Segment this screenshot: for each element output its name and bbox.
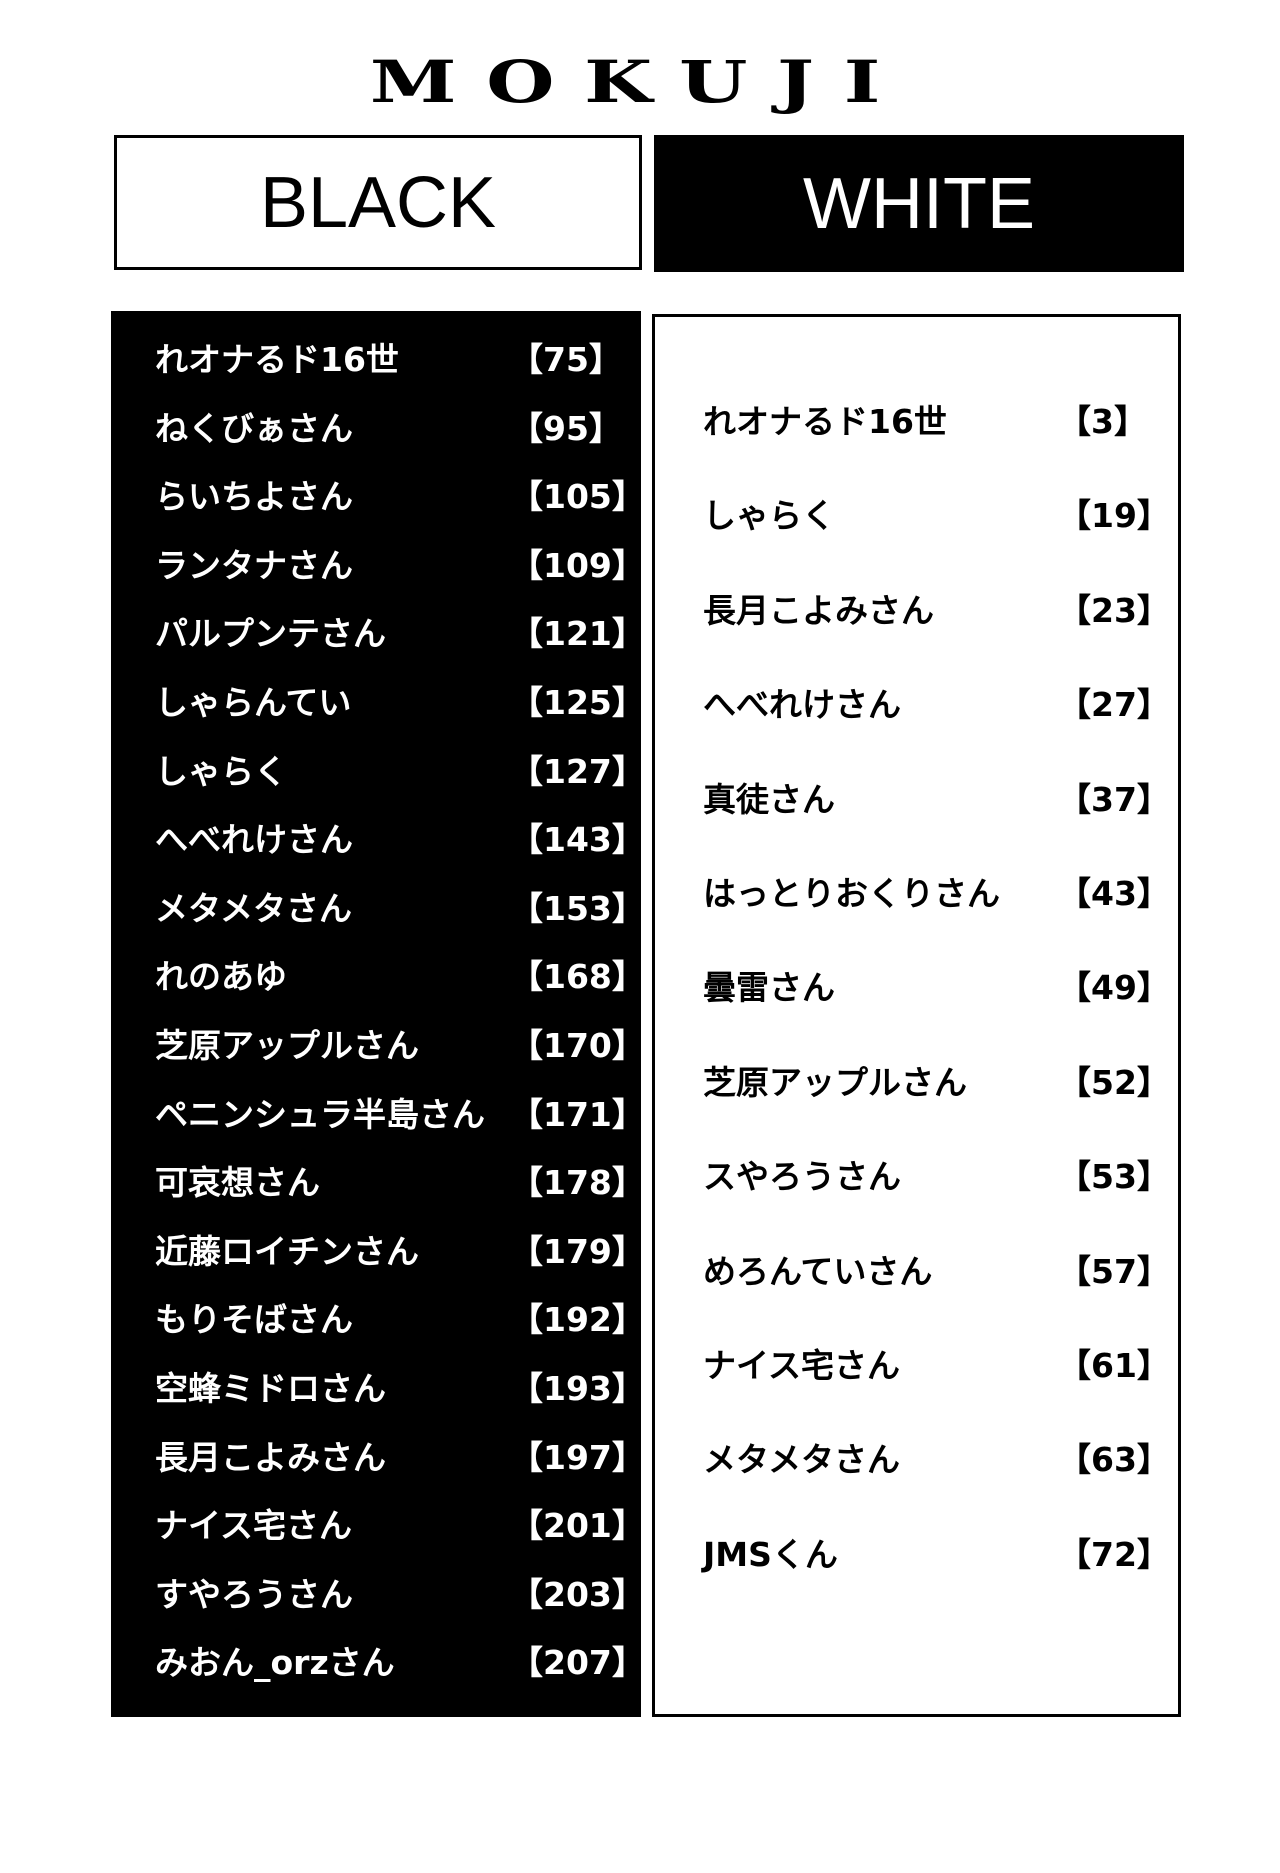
entry-name: らいちよさん (155, 477, 353, 517)
entry-name: へべれけさん (703, 685, 901, 725)
entry-page: 【197】 (510, 1437, 645, 1477)
entry-name: はっとりおくりさん (703, 874, 1000, 913)
title: MOKUJI (369, 48, 911, 116)
entry-name: もりそばさん (155, 1300, 353, 1340)
entry-name: 真徒さん (703, 779, 835, 819)
entry-page: 【75】 (510, 340, 622, 379)
entry-name: メタメタさん (155, 888, 353, 928)
entry-page: 【61】 (1058, 1346, 1170, 1385)
entry-page: 【125】 (510, 683, 645, 722)
entry-page: 【179】 (510, 1231, 645, 1271)
entry-name: ねくびぁさん (155, 408, 353, 448)
entry-name: へべれけさん (155, 820, 353, 860)
entry-page: 【23】 (1058, 590, 1170, 630)
entry-name: 近藤ロイチンさん (155, 1231, 419, 1271)
entry-page: 【207】 (510, 1643, 645, 1683)
entry-page: 【72】 (1058, 1534, 1170, 1574)
entry-name: ペニンシュラ半島さん (155, 1094, 485, 1134)
entry-page: 【37】 (1058, 779, 1170, 819)
entry-page: 【49】 (1058, 968, 1170, 1008)
entry-name: 芝原アップルさん (703, 1062, 967, 1102)
entry-page: 【127】 (510, 751, 645, 791)
entry-name: 空蜂ミドロさん (155, 1369, 386, 1408)
entry-page: 【53】 (1058, 1157, 1170, 1197)
entry-page: 【170】 (510, 1026, 645, 1065)
entry-name: パルプンテさん (155, 614, 386, 654)
entry-page: 【109】 (510, 545, 645, 585)
entry-page: 【192】 (510, 1300, 645, 1340)
entry-name: ナイス宅さん (703, 1346, 901, 1385)
entry-name: ランタナさん (155, 545, 353, 585)
white-panel (652, 314, 1181, 1717)
entry-page: 【178】 (510, 1163, 645, 1203)
entry-page: 【121】 (510, 614, 645, 654)
entry-name: 可哀想さん (155, 1163, 320, 1203)
entry-page: 【52】 (1058, 1062, 1170, 1102)
entry-name: しゃらんてい (155, 683, 352, 722)
entry-name: スやろうさん (703, 1157, 901, 1197)
entry-page: 【57】 (1058, 1251, 1170, 1291)
entry-name: 曇雷さん (703, 968, 835, 1008)
entry-name: れオナるド16世 (155, 340, 399, 379)
entry-name: 長月こよみさん (703, 590, 934, 630)
entry-name: みおん_orzさん (155, 1643, 395, 1683)
entry-name: れオナるド16世 (703, 402, 947, 441)
entry-name: しゃらく (703, 496, 835, 536)
entry-page: 【171】 (510, 1094, 645, 1134)
entry-name: めろんていさん (703, 1251, 933, 1291)
entry-name: 長月こよみさん (155, 1437, 386, 1477)
entry-page: 【63】 (1058, 1440, 1170, 1480)
entry-page: 【19】 (1058, 496, 1170, 536)
entry-page: 【43】 (1058, 874, 1170, 913)
entry-name: JMSくん (703, 1534, 838, 1574)
entry-page: 【3】 (1058, 402, 1147, 441)
black-label: BLACK (114, 135, 642, 270)
entry-name: メタメタさん (703, 1440, 901, 1480)
entry-page: 【193】 (510, 1369, 645, 1408)
white-label: WHITE (654, 135, 1184, 272)
entry-name: すやろうさん (155, 1574, 353, 1614)
entry-name: ナイス宅さん (155, 1506, 353, 1546)
entry-page: 【168】 (510, 957, 645, 997)
entry-page: 【95】 (510, 408, 622, 448)
entry-page: 【143】 (510, 820, 645, 860)
entry-name: れのあゆ (155, 957, 287, 997)
entry-page: 【153】 (510, 888, 645, 928)
entry-page: 【105】 (510, 477, 645, 517)
entry-page: 【27】 (1058, 685, 1170, 725)
entry-page: 【201】 (510, 1506, 645, 1546)
entry-name: しゃらく (155, 751, 287, 791)
entry-name: 芝原アップルさん (155, 1026, 419, 1065)
black-panel (111, 311, 641, 1717)
entry-page: 【203】 (510, 1574, 645, 1614)
